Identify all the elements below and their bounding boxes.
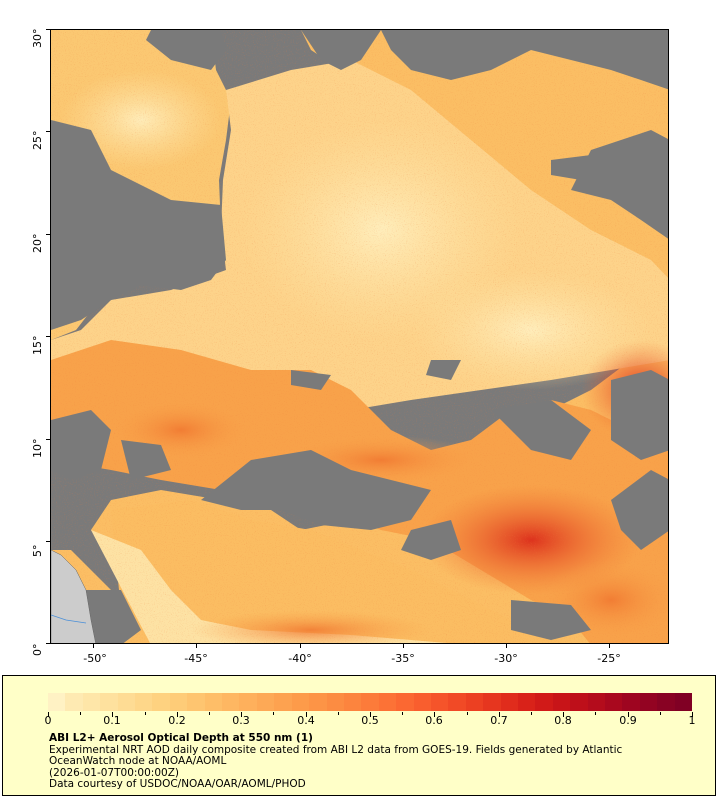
colorbar-ticks <box>48 712 693 718</box>
lat-label-20: 20° <box>31 233 44 254</box>
colorbar-tick <box>595 712 597 715</box>
colorbar-tick <box>273 712 275 715</box>
colorbar-tick <box>370 712 371 717</box>
colorbar-label: 0.2 <box>168 714 186 727</box>
colorbar-tick <box>402 712 404 715</box>
lat-label-0: 0° <box>31 643 44 657</box>
lat-tick <box>46 643 50 644</box>
colorbar-label: 0.3 <box>232 714 250 727</box>
lon-label-25w: -25° <box>597 652 621 665</box>
legend-panel: 0 0.1 0.2 0.3 0.4 0.5 0.6 0.7 0.8 0.9 1 … <box>2 675 716 796</box>
colorbar-tick <box>80 712 82 715</box>
colorbar-tick <box>209 712 210 715</box>
lat-tick <box>46 131 50 132</box>
lat-label-25: 25° <box>31 130 44 151</box>
lat-label-15: 15° <box>31 335 44 356</box>
aod-field <box>51 30 668 643</box>
lat-tick <box>46 541 50 542</box>
colorbar-tick <box>563 712 565 717</box>
colorbar-label: 0.6 <box>425 714 443 727</box>
no-data-mask <box>51 30 668 643</box>
map-area: 30° 25° 20° 15° 10° 5° 0° -50° -45° -40°… <box>31 28 669 665</box>
colorbar-label: 0 <box>44 714 52 727</box>
colorbar-tick <box>176 712 178 717</box>
colorbar-label: 0.5 <box>361 714 379 727</box>
colorbar-tick <box>337 712 339 715</box>
colorbar-label: 0.1 <box>103 714 121 727</box>
lon-tick <box>403 644 404 648</box>
lon-tick <box>300 644 301 648</box>
lon-label-35w: -35° <box>391 652 415 665</box>
lat-tick <box>46 234 50 235</box>
lon-tick <box>196 644 197 648</box>
lon-tick <box>506 644 507 648</box>
lon-label-40w: -40° <box>288 652 312 665</box>
colorbar-label: 0.7 <box>490 714 508 727</box>
colorbar-tick <box>48 712 49 717</box>
colorbar-tick <box>434 712 436 717</box>
lat-tick <box>46 439 50 440</box>
lon-tick <box>609 644 610 648</box>
legend-text: ABI L2+ Aerosol Optical Depth at 550 nm … <box>49 732 623 791</box>
lat-label-5: 5° <box>31 544 44 558</box>
aod-map-plot[interactable] <box>50 29 669 644</box>
colorbar-tick <box>112 712 114 717</box>
lon-label-30w: -30° <box>494 652 518 665</box>
colorbar-tick <box>659 712 661 715</box>
lat-label-30: 30° <box>31 28 44 49</box>
land-south-america <box>51 549 96 643</box>
colorbar-tick <box>692 712 693 717</box>
colorbar-label: 0.9 <box>619 714 637 727</box>
colorbar-label: 0.4 <box>297 714 315 727</box>
lon-label-45w: -45° <box>184 652 208 665</box>
lat-tick <box>46 29 50 30</box>
colorbar-tick <box>531 712 532 715</box>
legend-timestamp: (2026-01-07T00:00:00Z) <box>49 766 179 779</box>
colorbar-tick <box>144 712 146 715</box>
legend-description-line1: Experimental NRT AOD daily composite cre… <box>49 743 623 756</box>
lat-label-10: 10° <box>31 438 44 459</box>
colorbar-tick <box>305 712 307 717</box>
lon-label-50w: -50° <box>83 652 107 665</box>
colorbar-label: 0.8 <box>554 714 572 727</box>
lat-tick <box>46 336 50 337</box>
colorbar-tick <box>466 712 468 715</box>
colorbar <box>48 693 693 711</box>
legend-credit: Data courtesy of USDOC/NOAA/OAR/AOML/PHO… <box>49 778 306 790</box>
colorbar-tick <box>241 712 243 717</box>
legend-description-line2: OceanWatch node at NOAA/AOML <box>49 755 227 767</box>
colorbar-tick <box>627 712 629 717</box>
colorbar-label: 1 <box>688 714 696 727</box>
aod-field-svg <box>51 30 668 643</box>
legend-title: ABI L2+ Aerosol Optical Depth at 550 nm … <box>49 732 313 744</box>
lon-tick <box>93 644 94 648</box>
colorbar-tick <box>498 712 500 717</box>
